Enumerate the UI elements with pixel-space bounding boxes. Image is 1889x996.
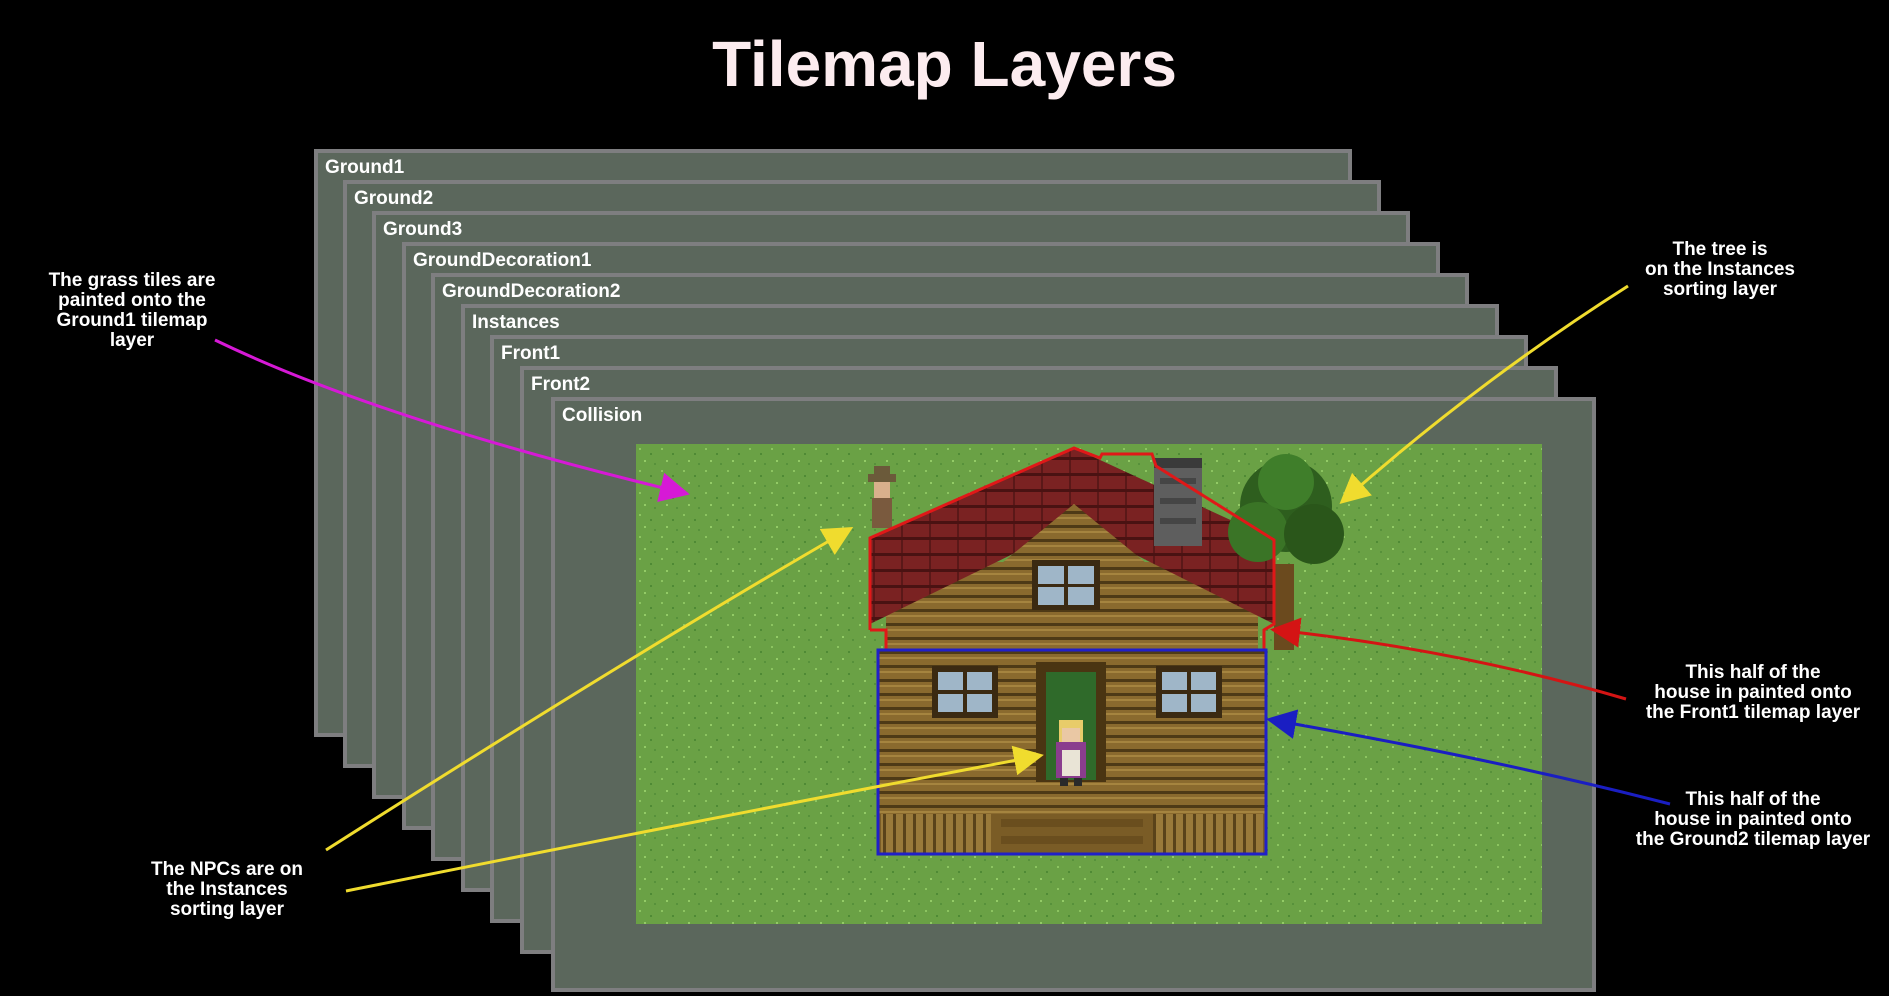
annotation-line: the Ground2 tilemap layer: [1635, 829, 1871, 850]
layer-label: Front2: [531, 374, 591, 395]
annotation-line: on the Instances: [1645, 259, 1795, 280]
annotation-line: The tree is: [1672, 239, 1768, 260]
layer-label: Collision: [562, 405, 643, 426]
annotation-tree: The tree is on the Instances sorting lay…: [1600, 240, 1840, 300]
annotation-line: painted onto the: [58, 290, 206, 311]
annotation-line: house in painted onto: [1654, 809, 1852, 830]
annotation-line: The grass tiles are: [48, 270, 216, 291]
layer-label: Ground1: [325, 157, 405, 178]
layer-label: GroundDecoration2: [442, 281, 621, 302]
annotation-line: This half of the: [1685, 662, 1821, 683]
annotation-line: Ground1 tilemap: [56, 310, 208, 331]
annotation-line: house in painted onto: [1654, 682, 1852, 703]
diagram-title: Tilemap Layers: [712, 28, 1177, 100]
layer-label: Front1: [501, 343, 561, 364]
layer-label: Ground2: [354, 188, 434, 209]
annotation-front1: This half of the house in painted onto t…: [1614, 663, 1889, 723]
annotation-line: the Instances: [166, 879, 288, 900]
annotation-line: the Front1 tilemap layer: [1645, 702, 1861, 723]
annotation-ground2: This half of the house in painted onto t…: [1614, 790, 1889, 850]
annotation-line: sorting layer: [1662, 279, 1778, 300]
annotation-line: layer: [109, 330, 155, 351]
annotation-grass: The grass tiles are painted onto the Gro…: [20, 271, 244, 351]
layer-label: GroundDecoration1: [413, 250, 592, 271]
annotation-line: The NPCs are on: [150, 859, 304, 880]
game-scene: [636, 444, 1542, 924]
annotation-line: sorting layer: [169, 899, 285, 920]
layer-label: Ground3: [383, 219, 463, 240]
annotation-npcs: The NPCs are on the Instances sorting la…: [117, 860, 337, 920]
scene-illustration: [636, 444, 1542, 924]
annotation-line: This half of the: [1685, 789, 1821, 810]
layer-label: Instances: [472, 312, 560, 333]
